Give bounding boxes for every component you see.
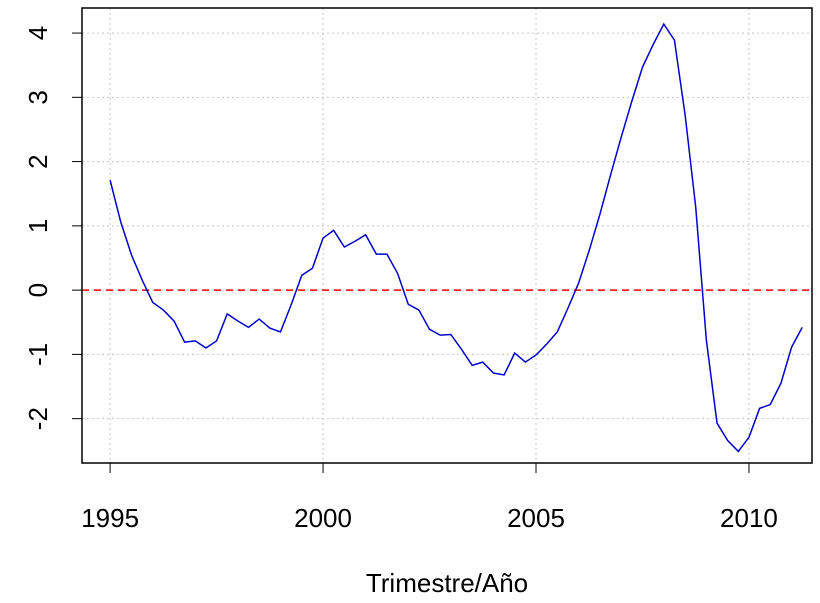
plot-frame [81, 7, 813, 464]
y-tick-label: 1 [23, 219, 53, 233]
y-tick-label: 0 [23, 283, 53, 297]
x-tick-label: 2000 [294, 503, 352, 533]
y-tick-label: -2 [23, 407, 53, 430]
data-line [109, 22, 803, 453]
x-tick-label: 2010 [720, 503, 778, 533]
y-tick-label: 3 [23, 90, 53, 104]
y-tick-label: -1 [23, 343, 53, 366]
y-tick-label: 4 [23, 26, 53, 40]
y-tick-label: 2 [23, 154, 53, 168]
x-axis-label: Trimestre/Año [366, 568, 528, 598]
x-tick-label: 1995 [81, 503, 139, 533]
x-tick-label: 2005 [507, 503, 565, 533]
